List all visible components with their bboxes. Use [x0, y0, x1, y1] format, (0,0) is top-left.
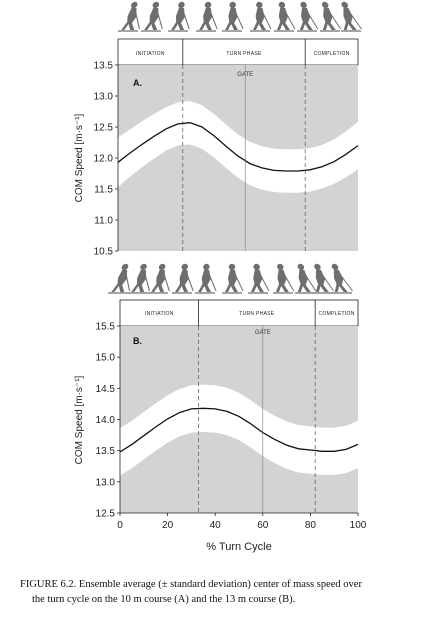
x-axis-label: % Turn Cycle	[206, 541, 271, 553]
x-ticks-b: 0 20 40 60 80 100	[117, 513, 367, 531]
y-tick-label: 14.5	[96, 384, 116, 395]
phase-bar-b: INITIATION TURN PHASE COMPLETION	[119, 299, 359, 327]
x-tick-label: 60	[257, 520, 269, 531]
skier-figure	[331, 263, 353, 294]
caption-line-1: FIGURE 6.2. Ensemble average (± standard…	[20, 579, 362, 590]
gate-label-b: GATE	[255, 330, 271, 336]
skier-figure	[195, 1, 218, 32]
skier-figure	[117, 1, 140, 32]
skier-figure	[249, 1, 272, 32]
phase-label-completion-a: COMPLETION	[314, 51, 350, 57]
skier-figure	[222, 263, 244, 294]
phase-bar-a: INITIATION TURN PHASE COMPLETION	[117, 38, 359, 66]
skier-figure	[296, 1, 319, 32]
skier-figure	[194, 263, 217, 294]
y-tick-label: 13.0	[94, 92, 114, 103]
skier-figure	[171, 263, 194, 294]
skier-figure	[140, 1, 163, 32]
gate-label-a: GATE	[237, 72, 253, 78]
skier-sequence-illustration-b	[107, 263, 353, 294]
y-tick-label: 11.5	[94, 185, 113, 196]
x-tick-label: 20	[162, 520, 174, 531]
y-tick-label: 12.5	[94, 123, 114, 134]
phase-label-turn-phase-a: TURN PHASE	[226, 51, 262, 57]
figure: INITIATION TURN PHASE COMPLETION GATE A.…	[74, 1, 367, 553]
skier-figure	[319, 1, 342, 32]
y-axis-label-a: COM Speed [m·s⁻¹]	[74, 113, 85, 202]
phase-label-initiation-b: INITIATION	[145, 311, 174, 317]
y-tick-label: 14.0	[96, 415, 116, 426]
caption-line-2: the turn cycle on the 10 m course (A) an…	[32, 594, 296, 605]
skier-figure	[107, 263, 131, 294]
skier-figure	[247, 263, 270, 294]
skier-figure	[312, 263, 334, 294]
x-tick-label: 40	[210, 520, 222, 531]
skier-figure	[221, 1, 244, 32]
y-tick-label: 10.5	[94, 247, 114, 258]
phase-label-turn-phase-b: TURN PHASE	[239, 311, 275, 317]
phase-label-completion-b: COMPLETION	[319, 311, 355, 317]
skier-figure	[167, 1, 190, 32]
x-tick-label: 100	[350, 520, 367, 531]
skier-sequence-illustration-a	[117, 1, 362, 32]
phase-label-initiation-a: INITIATION	[136, 51, 165, 57]
skier-figure	[340, 1, 362, 32]
x-tick-label: 80	[305, 520, 317, 531]
y-axis-label-b: COM Speed [m·s⁻¹]	[74, 375, 85, 464]
sd-band-b	[120, 384, 358, 476]
skier-figure	[127, 263, 150, 294]
panel-label-a: A.	[133, 78, 142, 88]
mean-line-a	[117, 122, 359, 172]
y-tick-label: 15.5	[96, 322, 116, 333]
skier-figure	[147, 263, 170, 294]
skier-figure	[272, 263, 295, 294]
mean-line-b	[119, 407, 359, 453]
figure-caption: FIGURE 6.2. Ensemble average (± standard…	[20, 577, 420, 607]
y-tick-label: 15.0	[96, 353, 116, 364]
y-tick-label: 11.0	[94, 216, 113, 227]
chart-panel-a: INITIATION TURN PHASE COMPLETION GATE A.…	[74, 38, 359, 258]
skier-figure	[273, 1, 296, 32]
y-tick-label: 13.0	[96, 477, 116, 488]
y-ticks-a: 10.5 11.0 11.5 12.0 12.5 13.0 13.5	[94, 61, 118, 258]
y-tick-label: 12.5	[96, 509, 116, 520]
chart-panel-b: INITIATION TURN PHASE COMPLETION GATE B.…	[74, 299, 367, 553]
y-tick-label: 13.5	[96, 446, 116, 457]
y-tick-label: 12.0	[94, 154, 114, 165]
panel-label-b: B.	[133, 336, 142, 346]
x-tick-label: 0	[117, 520, 123, 531]
y-tick-label: 13.5	[94, 61, 114, 72]
y-ticks-b: 12.5 13.0 13.5 14.0 14.5 15.0 15.5	[96, 322, 120, 520]
skier-figure	[294, 263, 317, 294]
